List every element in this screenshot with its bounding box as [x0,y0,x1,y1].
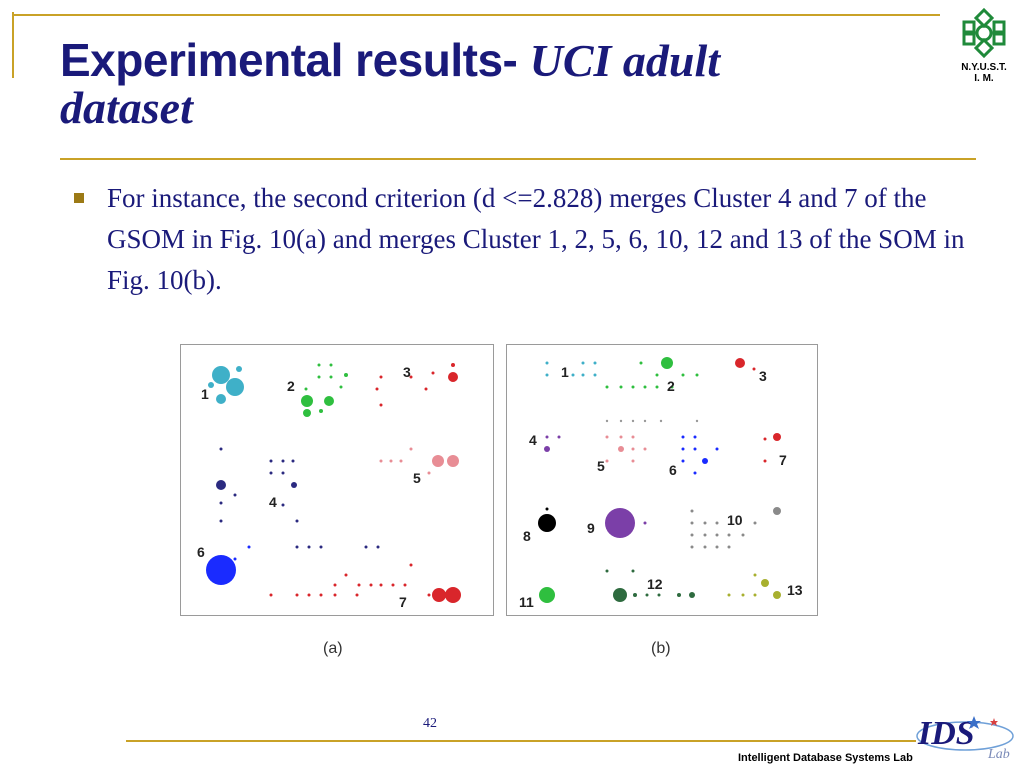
panel-b-label-10: 10 [727,512,743,528]
panel-a-box: 1 2 3 4 5 6 7 [180,344,494,616]
bullet-square [74,193,84,203]
panel-b-label-2: 2 [667,378,675,394]
panel-a-label-1: 1 [201,386,209,402]
ids-logo-text: IDS [917,715,975,752]
ids-lab-logo-icon: IDS Lab [910,706,1020,766]
panel-b-plot: 1 2 3 4 5 6 7 8 9 10 11 12 13 [519,357,803,610]
panel-a-plot: 1 2 3 4 5 6 7 [197,363,461,610]
title-part-3: dataset [60,81,193,133]
panel-b-label-6: 6 [669,462,677,478]
panel-b-label-5: 5 [597,458,605,474]
panel-b-label-3: 3 [759,368,767,384]
panel-b-label-4: 4 [529,432,537,448]
panel-a-label-3: 3 [403,364,411,380]
nyust-logo: N.Y.U.S.T. I. M. [948,6,1020,88]
panel-a-label-6: 6 [197,544,205,560]
title-underline [60,158,976,160]
panel-b-label-12: 12 [647,576,663,592]
panel-a-label-4: 4 [269,494,277,510]
panel-a-label-5: 5 [413,470,421,486]
ids-logo-subtext: Lab [987,747,1010,762]
slide-title: Experimental results- UCI adult dataset [60,34,940,135]
caption-b: (b) [651,640,671,657]
panel-b-label-9: 9 [587,520,595,536]
panel-b-label-11: 11 [519,594,534,610]
footer-lab-name: Intelligent Database Systems Lab [738,752,913,764]
title-part-1: Experimental results- [60,34,530,86]
panel-b-label-1: 1 [561,364,569,380]
caption-a: (a) [323,640,343,657]
panel-b-label-13: 13 [787,582,803,598]
bullet-text: For instance, the second criterion (d <=… [107,183,965,295]
panel-a-label-2: 2 [287,378,295,394]
title-part-2: UCI adult [529,35,721,86]
page-number: 42 [423,716,437,731]
snowflake-emblem-icon [962,7,1006,59]
panel-b-label-8: 8 [523,528,531,544]
nyust-logo-text: N.Y.U.S.T. I. M. [961,62,1007,84]
panel-b-label-7: 7 [779,452,787,468]
footer-rule [126,740,916,742]
decorative-vertical-line [12,12,14,78]
decorative-top-line [12,14,940,16]
figure-10: 1 2 3 4 5 6 7 [178,342,820,618]
panel-a-label-7: 7 [399,594,407,610]
panel-b-box: 1 2 3 4 5 6 7 8 9 10 11 12 13 [506,344,818,616]
